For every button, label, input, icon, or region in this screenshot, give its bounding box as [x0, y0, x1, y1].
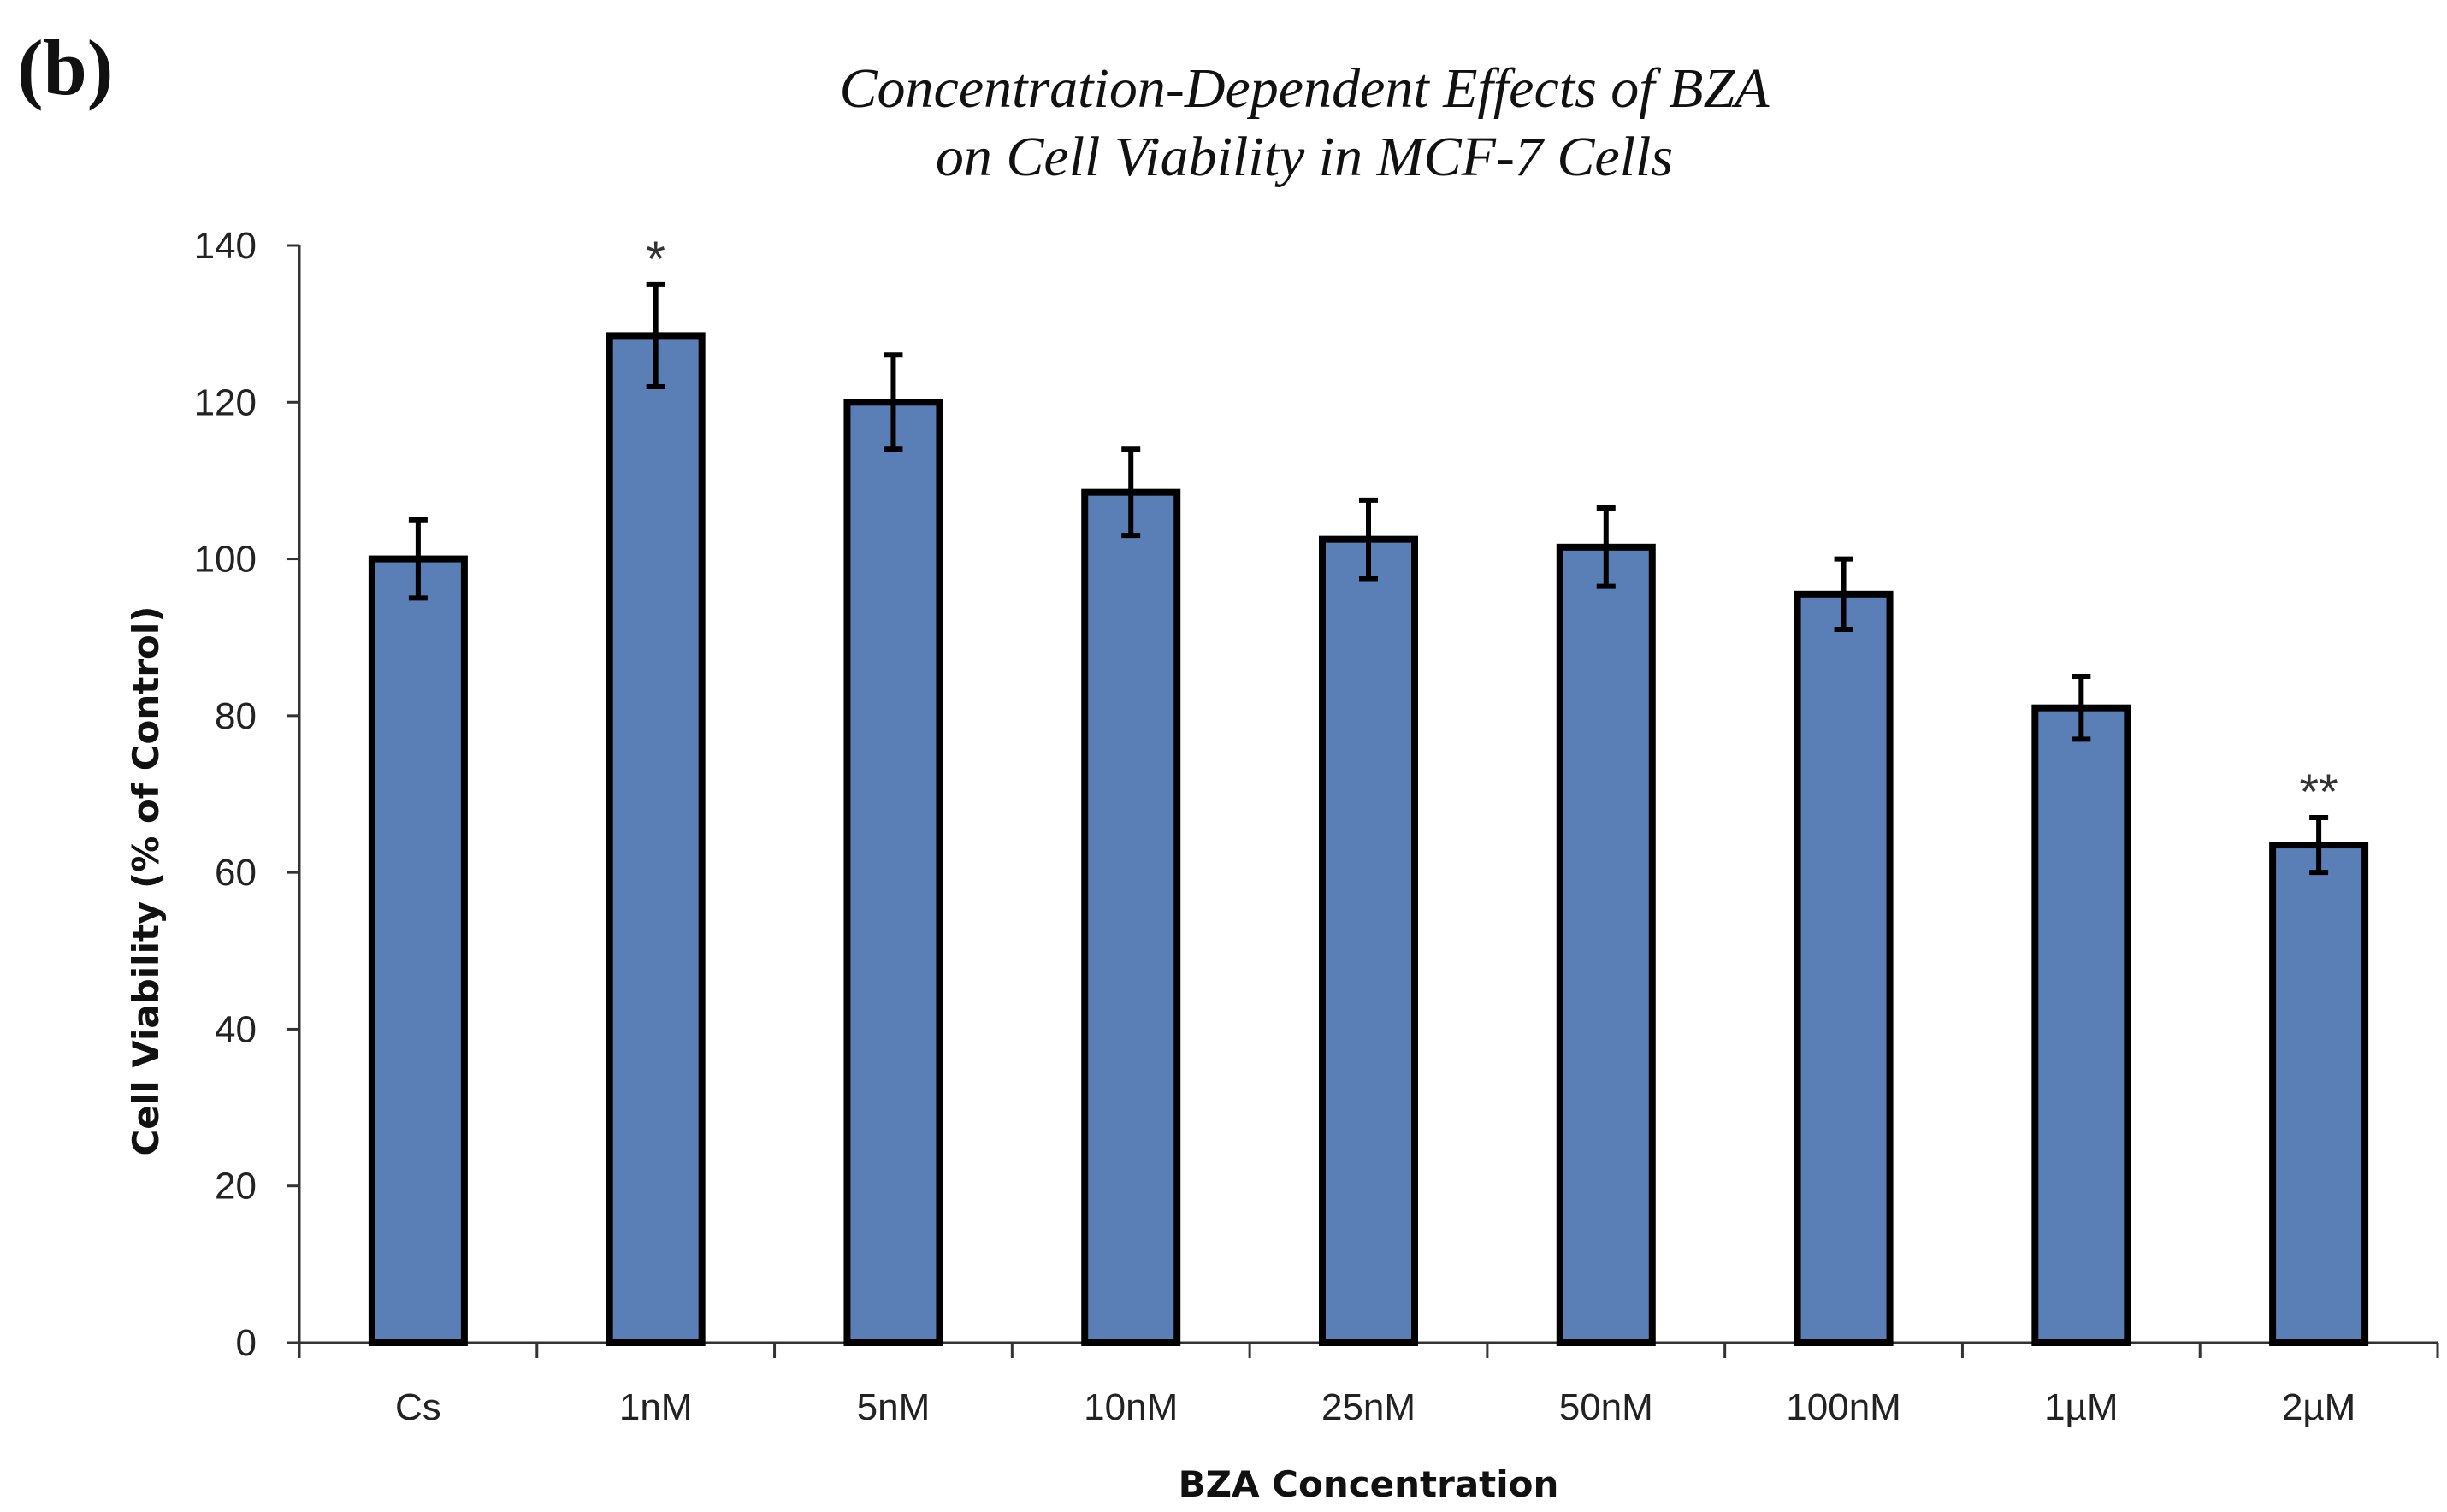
bar-1nM — [606, 332, 706, 1346]
y-tick-label: 140 — [194, 225, 257, 267]
category-label: 50nM — [1559, 1386, 1653, 1428]
bar-Cs — [368, 555, 468, 1346]
bar-10nM — [1081, 488, 1181, 1346]
bar-100nM — [1794, 590, 1894, 1346]
y-tick-label: 40 — [215, 1008, 257, 1050]
y-tick-label: 60 — [215, 852, 257, 894]
category-label: 1µM — [2044, 1386, 2118, 1428]
category-label: 5nM — [857, 1386, 931, 1428]
significance-marker: ** — [2300, 765, 2338, 820]
category-label: 10nM — [1084, 1386, 1178, 1428]
y-tick-label: 20 — [215, 1166, 257, 1208]
y-tick-label: 100 — [194, 539, 257, 581]
y-tick-label: 120 — [194, 381, 257, 423]
category-label: 1nM — [619, 1386, 693, 1428]
chart-title-line-2: on Cell Viability in MCF-7 Cells — [936, 126, 1673, 188]
bar-2µM — [2269, 842, 2369, 1346]
y-tick-label: 80 — [215, 695, 257, 737]
category-label: 2µM — [2282, 1386, 2355, 1428]
category-label: 25nM — [1321, 1386, 1416, 1428]
y-axis-title: Cell Viability (% of Control) — [125, 605, 167, 1155]
category-label: Cs — [395, 1386, 441, 1428]
category-label: 100nM — [1786, 1386, 1901, 1428]
plot-area: 0 20 40 60 80 100 120 140 Cs 1nM * 5nM 10nM 25nM 50nM 1… — [194, 225, 2439, 1428]
chart-title-line-1: Concentration-Dependent Effects of BZA — [840, 57, 1770, 120]
bar-50nM — [1556, 543, 1656, 1346]
bar-1µM — [2031, 704, 2131, 1346]
bar-25nM — [1319, 535, 1418, 1346]
bar-5nM — [843, 399, 943, 1346]
panel-label: (b) — [17, 24, 113, 111]
x-axis-title: BZA Concentration — [1179, 1463, 1559, 1505]
y-tick-label: 0 — [236, 1322, 257, 1364]
significance-marker: * — [646, 232, 665, 287]
